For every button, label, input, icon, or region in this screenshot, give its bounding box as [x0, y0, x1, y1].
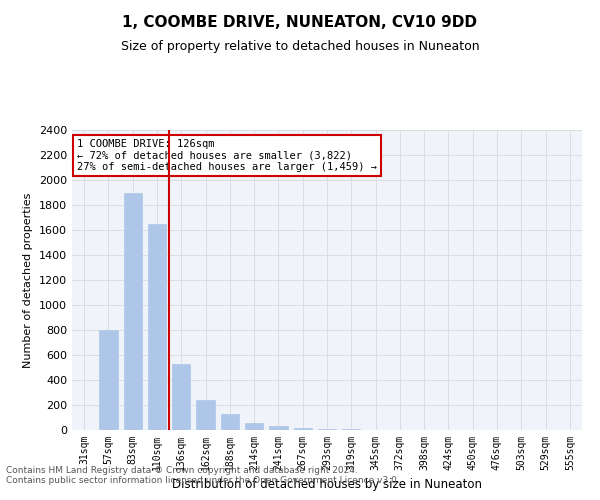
Text: 1 COOMBE DRIVE: 126sqm
← 72% of detached houses are smaller (3,822)
27% of semi-: 1 COOMBE DRIVE: 126sqm ← 72% of detached… — [77, 139, 377, 172]
Bar — [269, 426, 287, 430]
Y-axis label: Number of detached properties: Number of detached properties — [23, 192, 34, 368]
Bar — [172, 364, 190, 430]
Text: 1, COOMBE DRIVE, NUNEATON, CV10 9DD: 1, COOMBE DRIVE, NUNEATON, CV10 9DD — [122, 15, 478, 30]
Text: Size of property relative to detached houses in Nuneaton: Size of property relative to detached ho… — [121, 40, 479, 53]
Bar — [124, 192, 142, 430]
Bar — [196, 400, 215, 430]
Bar — [221, 414, 239, 430]
X-axis label: Distribution of detached houses by size in Nuneaton: Distribution of detached houses by size … — [172, 478, 482, 492]
Bar — [293, 428, 312, 430]
Bar — [100, 330, 118, 430]
Bar — [245, 422, 263, 430]
Bar — [318, 428, 336, 430]
Text: Contains HM Land Registry data © Crown copyright and database right 2024.
Contai: Contains HM Land Registry data © Crown c… — [6, 466, 400, 485]
Bar — [148, 224, 166, 430]
